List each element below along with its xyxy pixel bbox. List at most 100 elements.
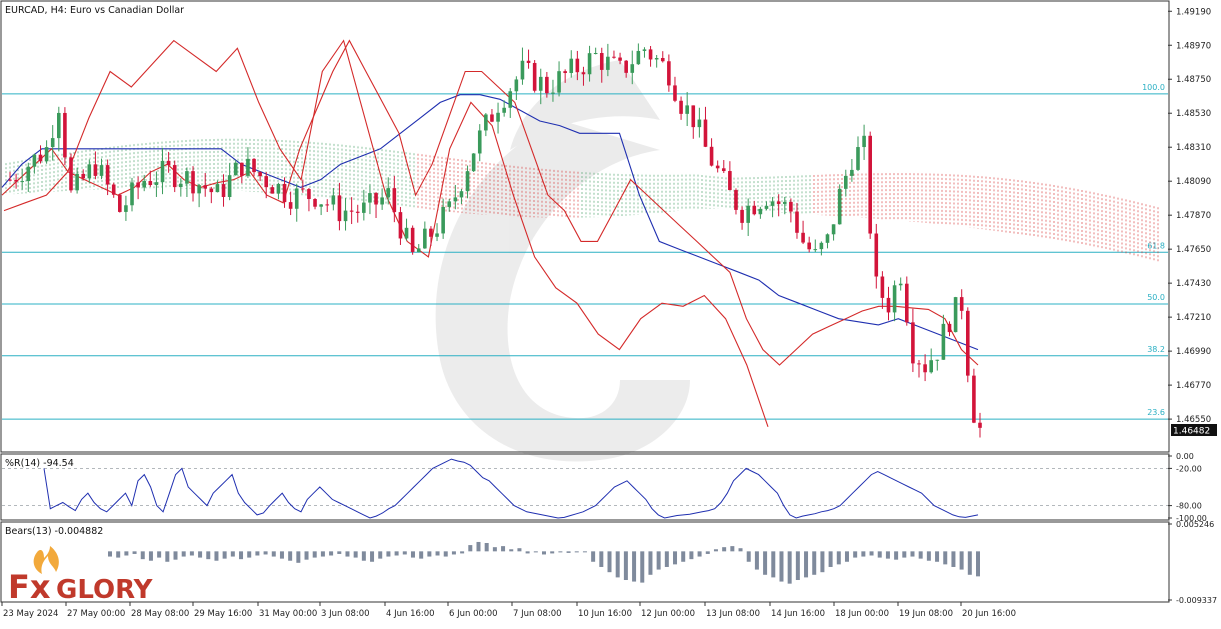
candle-body xyxy=(99,165,104,176)
bears-bar xyxy=(550,551,555,554)
bears-bar xyxy=(148,551,153,561)
price-tick-label: 1.46770 xyxy=(1176,381,1211,391)
bears-bar xyxy=(476,541,481,552)
bears-bar xyxy=(615,551,620,578)
candle-body xyxy=(959,297,964,311)
wpr-line xyxy=(43,458,979,519)
candle-body xyxy=(947,323,952,333)
bears-bar xyxy=(804,551,809,578)
candle-body xyxy=(972,375,976,423)
candle-body xyxy=(111,184,116,195)
candle-body xyxy=(935,359,940,361)
candle-body xyxy=(276,183,281,194)
candle-body xyxy=(904,283,909,323)
bears-bar xyxy=(304,551,309,560)
candle-body xyxy=(435,233,439,237)
ichimoku-lines xyxy=(1,39,979,427)
candle-body xyxy=(642,49,647,51)
candle-body xyxy=(118,194,122,212)
wpr-tick-label: 0.00 xyxy=(1176,452,1194,461)
candle-body xyxy=(93,164,98,176)
candle-body xyxy=(8,179,12,181)
candle-body xyxy=(545,76,549,94)
price-tick-label: 1.48090 xyxy=(1176,177,1211,187)
candle-body xyxy=(185,171,189,184)
candle-body xyxy=(429,228,433,237)
candle-body xyxy=(776,201,781,204)
bears-bar xyxy=(844,551,849,562)
candle-body xyxy=(709,146,714,166)
candle-body xyxy=(917,363,921,365)
candle-body xyxy=(148,181,153,186)
time-tick-label: 7 Jun 08:00 xyxy=(513,609,562,619)
candle-body xyxy=(514,79,519,92)
candle-body xyxy=(252,158,256,173)
bears-bar xyxy=(836,551,841,565)
candle-body xyxy=(179,183,183,188)
candle-body xyxy=(26,166,31,182)
candle-body xyxy=(355,211,360,213)
time-tick-label: 4 Jun 16:00 xyxy=(386,609,435,619)
candle-body xyxy=(715,165,720,169)
bears-bar xyxy=(926,551,931,561)
bears-bar xyxy=(795,551,800,581)
bears-bar xyxy=(951,551,956,567)
candle-body xyxy=(831,224,836,235)
bears-bar xyxy=(230,551,235,557)
candle-body xyxy=(837,188,842,225)
candle-body xyxy=(343,210,348,222)
candle-body xyxy=(892,285,897,313)
candle-body xyxy=(319,204,323,207)
candle-body xyxy=(764,205,769,209)
bears-bar xyxy=(705,551,710,554)
candle-body xyxy=(20,181,25,183)
price-tick-label: 1.47650 xyxy=(1176,245,1211,255)
bears-bar xyxy=(206,551,211,560)
bears-bar xyxy=(542,551,546,555)
bears-bar xyxy=(353,551,358,558)
time-tick-label: 29 May 16:00 xyxy=(194,609,252,619)
candle-body xyxy=(685,105,689,114)
bears-bar xyxy=(730,546,735,552)
candle-body xyxy=(532,62,537,91)
candle-body xyxy=(978,422,982,428)
current-price-tag xyxy=(1171,424,1217,436)
bears-bar xyxy=(697,551,702,557)
bears-bar xyxy=(877,551,882,558)
time-tick-label: 20 Jun 16:00 xyxy=(962,609,1016,619)
candle-body xyxy=(734,190,738,210)
bears-bar xyxy=(468,545,473,552)
bears-bar xyxy=(689,551,694,560)
candle-body xyxy=(807,242,811,250)
bears-bar xyxy=(648,551,653,575)
candle-body xyxy=(38,154,43,162)
candle-body xyxy=(246,158,250,176)
candle-body xyxy=(404,227,409,239)
bears-bar xyxy=(787,551,792,584)
candle-body xyxy=(32,154,37,167)
candle-body xyxy=(465,171,470,192)
bears-bar xyxy=(427,551,432,557)
bears-bar xyxy=(640,551,645,583)
candle-body xyxy=(819,242,824,250)
candle-body xyxy=(447,201,452,207)
bears-bar xyxy=(116,551,121,558)
bears-bar xyxy=(509,549,514,552)
candle-body xyxy=(679,100,683,114)
candle-body xyxy=(410,227,415,252)
bears-bar xyxy=(673,551,678,565)
bears-bar xyxy=(861,551,866,557)
bears-bar xyxy=(460,551,465,554)
candle-body xyxy=(654,58,659,60)
candle-body xyxy=(136,182,140,188)
bears-bar xyxy=(902,551,907,558)
candle-body xyxy=(490,114,494,122)
candle-body xyxy=(856,147,860,170)
bears-label: Bears(13) -0.004882 xyxy=(5,526,103,537)
bears-bar xyxy=(165,551,170,562)
bears-bar xyxy=(779,551,784,582)
wpr-tick-label: -80.00 xyxy=(1176,502,1202,511)
bears-bar xyxy=(525,551,530,554)
candle-body xyxy=(630,64,635,73)
candle-body xyxy=(325,204,330,206)
